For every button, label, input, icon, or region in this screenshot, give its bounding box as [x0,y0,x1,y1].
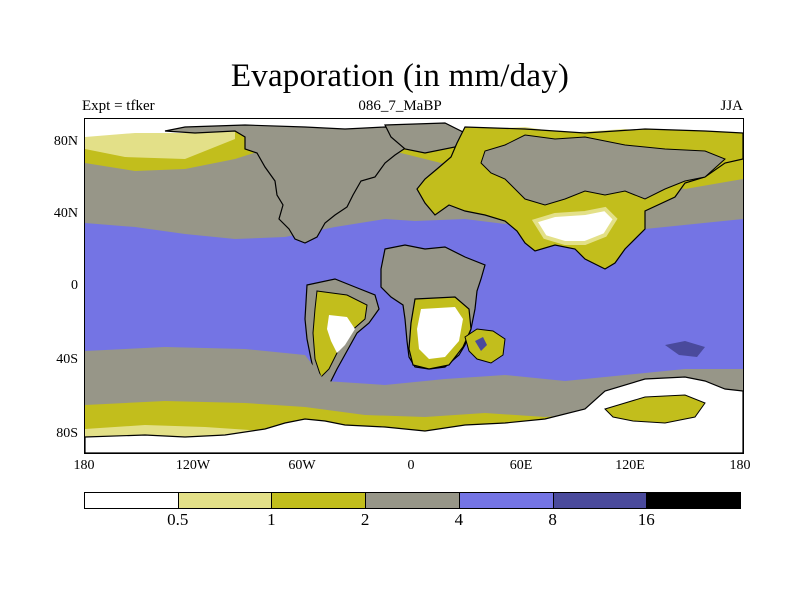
australia-strong [475,337,487,351]
asia-arid [531,206,618,245]
lon-tick-180e: 180 [729,458,751,473]
colorbar-swatch [458,492,554,509]
time-label: 086_7_MaBP [358,98,442,114]
lon-tick-120e: 120E [615,458,645,473]
plot-title: Evaporation (in mm/day) [230,58,570,94]
experiment-label: Expt = tfker [82,98,155,114]
colorbar-swatch [365,492,460,509]
colorbar-label: 0.5 [167,510,189,529]
greenland [384,122,466,154]
strong-evap-patch [665,341,705,357]
antarctica-ice [604,394,706,424]
evaporation-map [85,119,743,453]
lat-tick-0: 0 [71,278,78,293]
map-panel [84,118,744,454]
south-africa-arid [417,307,463,359]
eurasia-interior [480,134,726,206]
season-label: JJA [720,98,743,114]
lon-tick-0: 0 [407,458,415,473]
colorbar-label: 2 [360,510,370,529]
colorbar-label: 4 [454,510,464,529]
colorbar-swatch [552,492,648,509]
lat-tick-80s: 80S [56,426,78,441]
colorbar-label: 1 [267,510,276,529]
lon-tick-60e: 60E [509,458,533,473]
colorbar-label: 16 [637,510,655,529]
colorbar-swatch [271,492,367,509]
colorbar-label: 8 [548,510,557,529]
lon-tick-120w: 120W [175,458,211,473]
lat-tick-40n: 40N [53,206,78,221]
lat-tick-40s: 40S [56,352,78,367]
colorbar-swatch [646,492,741,509]
colorbar-swatch [177,492,273,509]
antarctica [85,376,743,453]
south-america-arid [327,315,355,353]
lat-tick-80n: 80N [53,134,78,149]
colorbar-swatch [84,492,179,509]
lon-tick-180w: 180 [73,458,95,473]
lon-tick-60w: 60W [288,458,316,473]
